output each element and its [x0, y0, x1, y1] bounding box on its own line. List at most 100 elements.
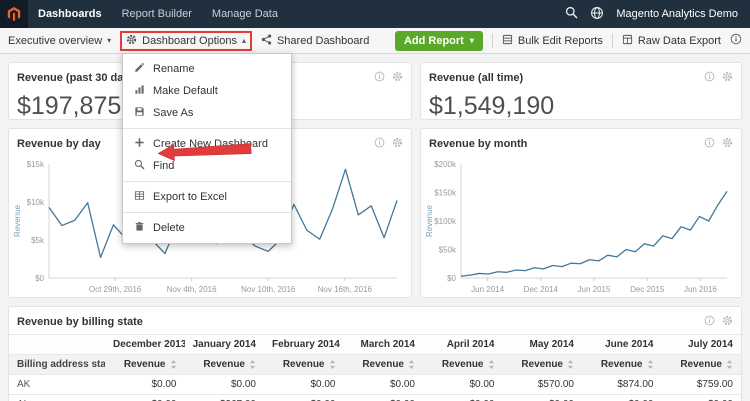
- revenue-cell: $0.00: [105, 394, 185, 401]
- month-header[interactable]: May 2014: [502, 334, 582, 355]
- svg-text:Jun 2016: Jun 2016: [684, 285, 717, 294]
- revenue-sort-header[interactable]: Revenue: [661, 354, 741, 375]
- month-header-row: December 2013 January 2014 February 2014 Ma…: [9, 334, 741, 355]
- svg-text:$0: $0: [35, 274, 44, 283]
- share-icon: [261, 33, 272, 48]
- corner-cell: [9, 334, 105, 355]
- svg-text:Dec 2015: Dec 2015: [630, 285, 665, 294]
- revenue-sort-header[interactable]: Revenue: [423, 354, 503, 375]
- billing-state-table: December 2013 January 2014 February 2014 Ma…: [9, 334, 741, 401]
- card-title: Revenue (all time): [429, 72, 524, 84]
- trash-icon: [134, 221, 145, 235]
- magento-logo[interactable]: [0, 0, 28, 28]
- svg-text:$50k: $50k: [439, 246, 457, 255]
- menu-item-delete[interactable]: Delete: [123, 217, 291, 239]
- kpi-value: $1,549,190: [429, 92, 555, 120]
- revenue-by-month-chart[interactable]: $0 $50k $100k $150k $200k Jun 2014 Dec 2014 Jun…: [423, 156, 737, 298]
- gear-icon[interactable]: [392, 69, 403, 87]
- month-header[interactable]: July 2014: [661, 334, 741, 355]
- menu-item-find[interactable]: Find: [123, 155, 291, 177]
- state-column-header[interactable]: Billing address state: [9, 354, 105, 375]
- billing-table-container: December 2013 January 2014 February 2014 Ma…: [9, 334, 741, 401]
- gear-icon[interactable]: [722, 313, 733, 331]
- revenue-sort-header[interactable]: Revenue: [343, 354, 423, 375]
- menu-item-label: Rename: [153, 63, 195, 75]
- table-row: AL$0.00$267.00$0.00$0.00$0.00$0.00$0.00$…: [9, 394, 741, 401]
- svg-text:Dec 2014: Dec 2014: [524, 285, 559, 294]
- gear-icon[interactable]: [722, 69, 733, 87]
- revenue-cell: $267.00: [184, 394, 264, 401]
- shared-dashboard-button[interactable]: Shared Dashboard: [261, 33, 370, 48]
- month-header[interactable]: December 2013: [105, 334, 185, 355]
- shared-dashboard-label: Shared Dashboard: [276, 34, 370, 47]
- annotation-arrow: [157, 143, 252, 162]
- revenue-sort-header[interactable]: Revenue: [105, 354, 185, 375]
- table-row: AK $0.00 $0.00 $0.00 $0.00 $0.00 $570.00 $874.0…: [9, 374, 741, 395]
- dashboard-options-label: Dashboard Options: [142, 34, 237, 47]
- info-icon[interactable]: [374, 135, 385, 153]
- bulk-edit-reports-button[interactable]: Bulk Edit Reports: [502, 34, 603, 48]
- month-header[interactable]: June 2014: [582, 334, 662, 355]
- account-name[interactable]: Magento Analytics Demo: [616, 8, 738, 20]
- chart-title: Revenue by month: [429, 138, 528, 150]
- month-header[interactable]: February 2014: [264, 334, 344, 355]
- info-icon[interactable]: [730, 33, 742, 48]
- add-report-button[interactable]: Add Report ▾: [394, 30, 483, 51]
- nav-report-builder[interactable]: Report Builder: [121, 8, 192, 20]
- card-revenue-all-time: Revenue (all time) $1,549,190: [420, 62, 742, 120]
- menu-item-export-to-excel[interactable]: Export to Excel: [123, 186, 291, 208]
- nav-dashboards[interactable]: Dashboards: [38, 8, 102, 20]
- revenue-sort-header[interactable]: Revenue: [502, 354, 582, 375]
- svg-text:$200k: $200k: [434, 160, 457, 169]
- raw-data-export-button[interactable]: Raw Data Export: [622, 34, 721, 48]
- menu-item-label: Make Default: [153, 85, 218, 97]
- revenue-cell: $0.00: [661, 394, 741, 401]
- month-header[interactable]: January 2014: [184, 334, 264, 355]
- revenue-sort-header[interactable]: Revenue: [264, 354, 344, 375]
- month-header[interactable]: March 2014: [343, 334, 423, 355]
- dashboard-content: Revenue (past 30 days) $197,875 Revenue …: [0, 54, 750, 401]
- info-icon[interactable]: [374, 69, 385, 87]
- revenue-cell: $0.00: [264, 394, 344, 401]
- revenue-cell: $0.00: [582, 394, 662, 401]
- search-icon: [134, 159, 145, 173]
- revenue-cell: $0.00: [343, 374, 423, 395]
- menu-item-label: Export to Excel: [153, 191, 227, 203]
- nav-manage-data[interactable]: Manage Data: [211, 8, 278, 20]
- revenue-cell: $0.00: [105, 374, 185, 395]
- dashboard-selector[interactable]: Executive overview ▾: [8, 35, 111, 47]
- divider: [611, 33, 613, 48]
- svg-text:Jun 2014: Jun 2014: [471, 285, 504, 294]
- export-icon: [622, 34, 633, 48]
- menu-group: Rename Make Default Save As: [123, 54, 291, 128]
- info-icon[interactable]: [704, 69, 715, 87]
- pencil-icon: [134, 62, 145, 76]
- menu-group: Delete: [123, 212, 291, 243]
- dashboard-toolbar: Executive overview ▾ Dashboard Options ▴…: [0, 28, 750, 54]
- menu-item-make-default[interactable]: Make Default: [123, 80, 291, 102]
- save-icon: [134, 106, 145, 120]
- gear-icon: [126, 34, 137, 48]
- svg-text:Revenue: Revenue: [425, 204, 434, 237]
- revenue-sort-header[interactable]: Revenue: [582, 354, 662, 375]
- annotation-highlight-box: Dashboard Options ▴: [120, 30, 252, 51]
- revenue-cell: $0.00: [502, 394, 582, 401]
- info-icon[interactable]: [704, 135, 715, 153]
- revenue-cell: $0.00: [343, 394, 423, 401]
- gear-icon[interactable]: [722, 135, 733, 153]
- month-header[interactable]: April 2014: [423, 334, 503, 355]
- revenue-cell: $0.00: [184, 374, 264, 395]
- globe-icon[interactable]: [590, 6, 604, 23]
- search-icon[interactable]: [565, 6, 578, 22]
- revenue-sort-header[interactable]: Revenue: [184, 354, 264, 375]
- gear-icon[interactable]: [392, 135, 403, 153]
- state-cell: AK: [9, 374, 105, 395]
- raw-data-export-label: Raw Data Export: [637, 34, 721, 47]
- menu-item-rename[interactable]: Rename: [123, 58, 291, 80]
- menu-item-save-as[interactable]: Save As: [123, 102, 291, 124]
- dashboard-options-button[interactable]: Dashboard Options ▴: [126, 34, 246, 48]
- info-icon[interactable]: [704, 313, 715, 331]
- chevron-down-icon: ▾: [107, 35, 112, 45]
- svg-text:$0: $0: [447, 274, 456, 283]
- svg-text:Jun 2015: Jun 2015: [578, 285, 611, 294]
